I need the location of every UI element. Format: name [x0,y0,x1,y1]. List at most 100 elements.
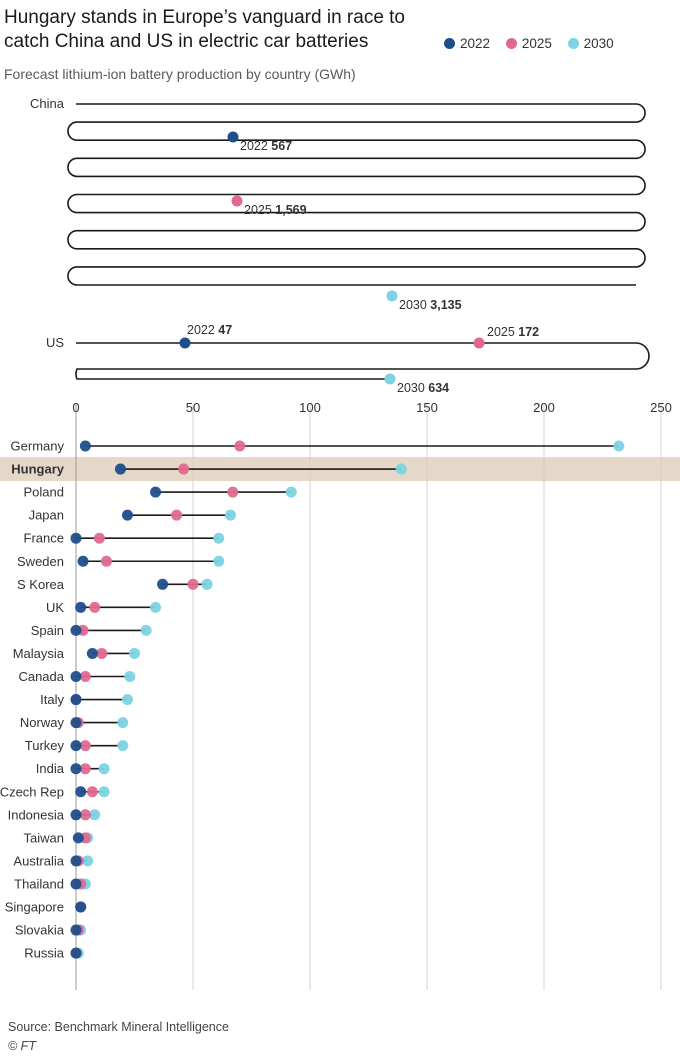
dot-spain-2022 [70,624,82,636]
china-label-2022: 2022 567 [240,139,292,153]
dot-s-korea-2025 [187,578,199,590]
us-label-year-2022: 2022 [187,323,218,337]
row-label-czech-rep: Czech Rep [0,784,64,799]
dot-france-2025 [93,532,105,544]
row-label-slovakia: Slovakia [15,923,65,938]
china-label-value-2025: 1,569 [275,203,306,217]
legend-label-2025: 2025 [521,36,552,51]
china-label-2025: 2025 1,569 [244,203,307,217]
row-label-china: China [30,96,65,111]
us-label-value-2022: 47 [218,323,232,337]
china-label-value-2022: 567 [271,139,292,153]
us-label-2025: 2025 172 [487,325,539,339]
us-label-year-2025: 2025 [487,325,518,339]
dot-sweden-2030 [213,555,225,567]
row-label-australia: Australia [13,853,64,868]
dot-slovakia-2022 [70,924,82,936]
dot-india-2025 [79,763,91,775]
legend-label-2022: 2022 [460,36,491,51]
dot-malaysia-2022 [86,647,98,659]
china-label-year-2030: 2030 [399,298,430,312]
dot-india-2022 [70,763,82,775]
china-label-year-2022: 2022 [240,139,271,153]
dot-russia-2022 [70,947,82,959]
dot-malaysia-2025 [96,647,108,659]
china-label-value-2030: 3,135 [430,298,461,312]
dot-germany-2022 [79,440,91,452]
dot-s-korea-2022 [157,578,169,590]
dot-turkey-2022 [70,740,82,752]
row-label-sweden: Sweden [17,554,64,569]
dot-poland-2022 [150,486,162,498]
row-label-canada: Canada [18,669,64,684]
dot-norway-2022 [70,717,82,729]
credit: © FT [8,1039,36,1053]
legend-swatch-2030 [567,38,579,49]
dot-malaysia-2030 [129,647,140,659]
us-dot-2022 [179,337,191,349]
row-label-s-korea: S Korea [17,577,65,592]
legend-swatch-2022 [444,38,455,49]
row-label-france: France [24,531,64,546]
row-label-singapore: Singapore [5,900,64,915]
dot-hungary-2025 [178,463,190,475]
row-label-russia: Russia [24,946,65,961]
china-dot-2022 [227,131,239,143]
row-label-turkey: Turkey [25,738,65,753]
us-label-value-2025: 172 [518,325,539,339]
dot-thailand-2022 [70,878,82,890]
dot-france-2022 [70,532,82,544]
dot-uk-2025 [89,601,101,613]
row-label-italy: Italy [40,692,64,707]
dot-japan-2030 [224,509,236,521]
dot-uk-2022 [75,601,87,613]
legend-item-2030: 2030 [567,36,614,51]
dot-india-2030 [98,763,110,775]
dot-italy-2022 [70,694,82,706]
dot-indonesia-2025 [79,809,91,821]
dot-france-2030 [213,532,225,544]
dot-spain-2030 [140,624,152,636]
dot-germany-2030 [613,440,625,452]
dot-canada-2030 [124,671,136,682]
x-tick-label-50: 50 [186,400,200,415]
dot-canada-2025 [79,671,91,682]
row-label-us: US [46,335,64,350]
dot-s-korea-2030 [201,578,213,590]
dot-australia-2030 [82,855,94,867]
us-dot-2025 [473,337,485,349]
row-label-poland: Poland [24,485,64,500]
row-label-hungary: Hungary [11,462,65,477]
legend-label-2030: 2030 [583,36,614,51]
dot-poland-2030 [285,486,297,498]
dot-hungary-2030 [395,463,407,475]
dot-turkey-2025 [79,740,91,752]
source-note: Source: Benchmark Mineral Intelligence [8,1020,229,1034]
row-label-japan: Japan [29,508,64,523]
row-label-taiwan: Taiwan [24,830,64,845]
china-dot-2025 [231,195,243,207]
x-tick-label-100: 100 [299,400,321,415]
us-label-year-2030: 2030 [397,381,428,395]
dot-turkey-2030 [117,740,129,752]
us-dot-2030 [384,373,396,385]
dot-canada-2022 [70,671,82,682]
legend: 2022 2025 2030 [444,36,626,52]
row-label-thailand: Thailand [14,876,64,891]
dot-uk-2030 [150,601,162,613]
legend-item-2022: 2022 [444,36,490,51]
dot-czech-rep-2022 [75,786,87,798]
us-label-2022: 2022 47 [187,323,232,337]
china-dot-2030 [386,290,398,302]
legend-swatch-2025 [505,38,517,49]
chart-subtitle: Forecast lithium-ion battery production … [4,66,356,82]
dot-czech-rep-2025 [86,786,98,798]
dot-japan-2025 [171,509,183,521]
x-tick-label-0: 0 [72,400,79,415]
row-label-norway: Norway [20,715,65,730]
china-label-year-2025: 2025 [244,203,275,217]
dot-germany-2025 [234,440,246,452]
china-serpentine-line [67,103,646,286]
dot-indonesia-2022 [70,809,82,821]
